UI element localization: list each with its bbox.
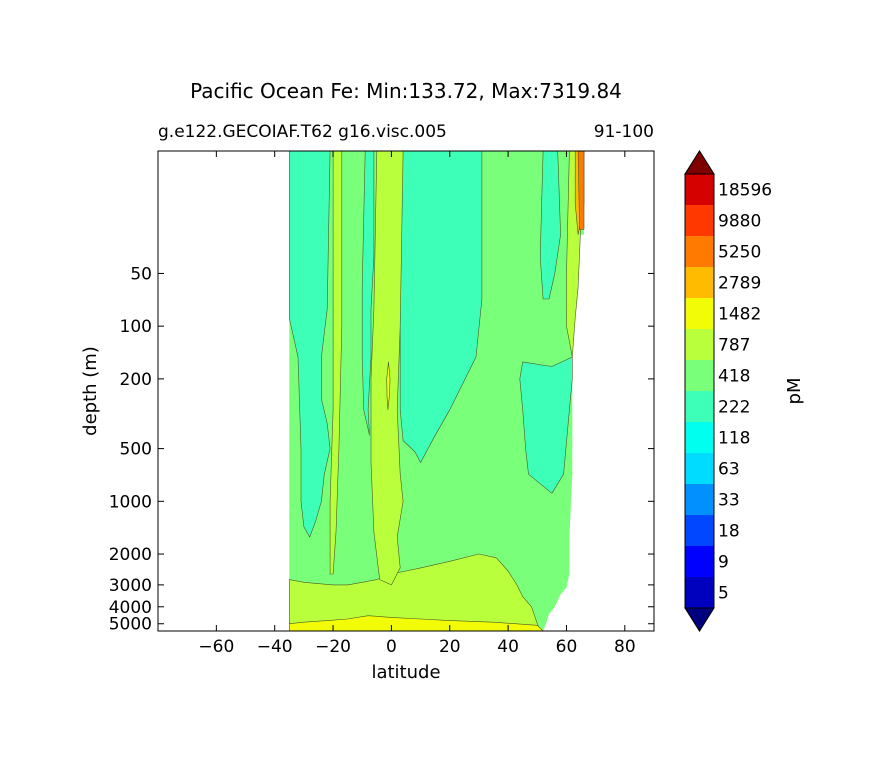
colorbar-label: pM (784, 378, 805, 405)
contour-region (386, 361, 391, 411)
y-axis-label: depth (m) (80, 346, 101, 436)
y-tick-label: 100 (120, 317, 152, 337)
contour-region (288, 151, 331, 538)
colorbar-segment (685, 546, 714, 577)
colorbar-tick-label: 18596 (718, 181, 772, 201)
contour-region (370, 151, 404, 586)
colorbar-extend-high (684, 150, 715, 175)
y-tick-label: 3000 (109, 576, 152, 596)
contour-region (329, 151, 343, 575)
colorbar-segment (685, 391, 714, 422)
plot-area (158, 151, 654, 631)
colorbar-segment (685, 484, 714, 515)
colorbar-frame (684, 173, 715, 609)
x-tick-label: −40 (257, 637, 293, 657)
colorbar-segment (685, 267, 714, 298)
contour-region (519, 356, 573, 494)
colorbar-tick-label: 418 (718, 367, 750, 387)
y-tick-label: 1000 (109, 492, 152, 512)
contour-region (399, 151, 483, 463)
y-tick-label: 4000 (109, 598, 152, 618)
y-tick-label: 200 (120, 370, 152, 390)
colorbar-segment (685, 453, 714, 484)
colorbar-segment (685, 360, 714, 391)
colorbar-extend-low (684, 607, 715, 632)
colorbar-segment (685, 422, 714, 453)
y-tick-label: 500 (120, 440, 152, 460)
colorbar-tick-label: 63 (718, 460, 740, 480)
colorbar-tick-label: 1482 (718, 305, 761, 325)
colorbar: 5 9 18 33 63 118 222 418 787 1482 2789 5250 9880 1859… (684, 150, 772, 632)
colorbar-tick-label: 222 (718, 398, 750, 418)
chart-subtitle-left: g.e122.GECOIAF.T62 g16.visc.005 (158, 122, 447, 142)
colorbar-tick-label: 787 (718, 336, 750, 356)
colorbar-tick-label: 33 (718, 491, 740, 511)
y-tick-label: 5000 (109, 615, 152, 635)
contour-region (539, 151, 561, 300)
colorbar-tick-label: 118 (718, 429, 750, 449)
colorbar-tick-label: 5 (718, 584, 729, 604)
x-tick-label: −20 (315, 637, 351, 657)
colorbar-tick-label: 5250 (718, 243, 761, 263)
colorbar-segment (685, 174, 714, 205)
x-axis: −60 −40 −20 0 20 40 60 80 (198, 151, 636, 657)
chart-title: Pacific Ocean Fe: Min:133.72, Max:7319.8… (190, 79, 622, 103)
x-axis-label: latitude (371, 662, 440, 683)
y-tick-label: 50 (130, 264, 152, 284)
colorbar-segment (685, 329, 714, 360)
contour-region (288, 553, 541, 631)
colorbar-segment (685, 515, 714, 546)
x-tick-label: 60 (556, 637, 578, 657)
contour-region (288, 615, 544, 631)
colorbar-segment (685, 205, 714, 236)
x-tick-label: −60 (198, 637, 234, 657)
x-tick-label: 80 (614, 637, 636, 657)
colorbar-segment (685, 298, 714, 329)
colorbar-tick-label: 2789 (718, 274, 761, 294)
x-tick-label: 0 (386, 637, 397, 657)
x-tick-label: 40 (497, 637, 519, 657)
colorbar-segment (685, 577, 714, 608)
plot-frame (157, 150, 655, 632)
contour-region (577, 151, 585, 230)
colorbar-tick-label: 9 (718, 553, 729, 573)
chart-subtitle-right: 91-100 (594, 122, 654, 142)
colorbar-segment (685, 236, 714, 267)
colorbar-tick-label: 18 (718, 522, 740, 542)
colorbar-tick-label: 9880 (718, 212, 761, 232)
contour-region (361, 151, 375, 436)
x-tick-label: 20 (439, 637, 461, 657)
y-tick-label: 2000 (109, 545, 152, 565)
